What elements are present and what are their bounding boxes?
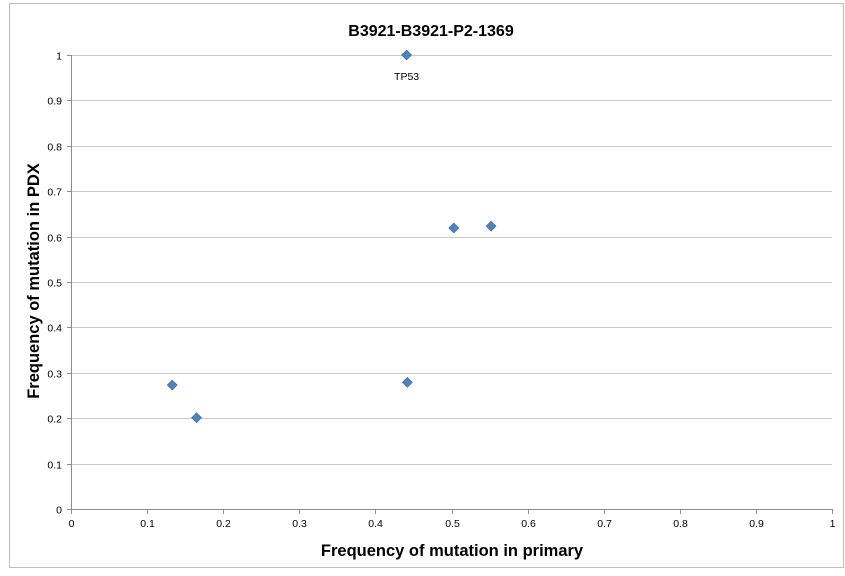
- y-tick-label: 0.6: [47, 233, 62, 245]
- data-labels: TP53: [394, 71, 419, 83]
- x-tick-label: 0.1: [140, 518, 155, 530]
- x-tick-label: 0.4: [368, 518, 383, 530]
- data-point: [448, 222, 460, 234]
- chart-title: B3921-B3921-P2-1369: [348, 23, 514, 40]
- data-label: TP53: [394, 71, 419, 83]
- data-points: [166, 49, 497, 424]
- y-tick-label: 0.7: [47, 187, 62, 199]
- data-point: [191, 412, 202, 424]
- chart-border: [9, 3, 844, 568]
- x-tick-label: 1: [830, 518, 836, 530]
- x-axis-label: Frequency of mutation in primary: [321, 542, 584, 560]
- y-tick-label: 0.2: [47, 414, 62, 426]
- y-tick-label: 0.1: [47, 460, 62, 472]
- axes: [67, 55, 833, 514]
- x-tick-label: 0.5: [445, 518, 460, 530]
- x-tick-label: 0.3: [292, 518, 307, 530]
- data-point: [166, 379, 178, 391]
- y-tick-label: 0: [56, 505, 62, 517]
- x-tick-label: 0.7: [597, 518, 612, 530]
- y-axis-label: Frequency of mutation in PDX: [25, 163, 43, 399]
- y-tick-labels: 0 0.1 0.2 0.3 0.4 0.5 0.6 0.7 0.8 0.9 1: [47, 51, 62, 517]
- y-tick-label: 0.3: [47, 369, 62, 381]
- data-point: [485, 220, 497, 232]
- x-tick-label: 0.2: [216, 518, 231, 530]
- x-tick-label: 0.9: [749, 518, 764, 530]
- x-tick-label: 0.8: [673, 518, 688, 530]
- y-tick-label: 1: [56, 51, 62, 63]
- x-tick-label: 0: [69, 518, 75, 530]
- x-tick-label: 0.6: [521, 518, 536, 530]
- y-tick-label: 0.8: [47, 142, 62, 154]
- data-point: [401, 49, 413, 61]
- x-tick-labels: 0 0.1 0.2 0.3 0.4 0.5 0.6 0.7 0.8 0.9 1: [69, 518, 836, 530]
- y-tick-label: 0.9: [47, 96, 62, 108]
- data-point: [401, 376, 413, 388]
- y-tick-label: 0.4: [47, 323, 62, 335]
- y-tick-label: 0.5: [47, 278, 62, 290]
